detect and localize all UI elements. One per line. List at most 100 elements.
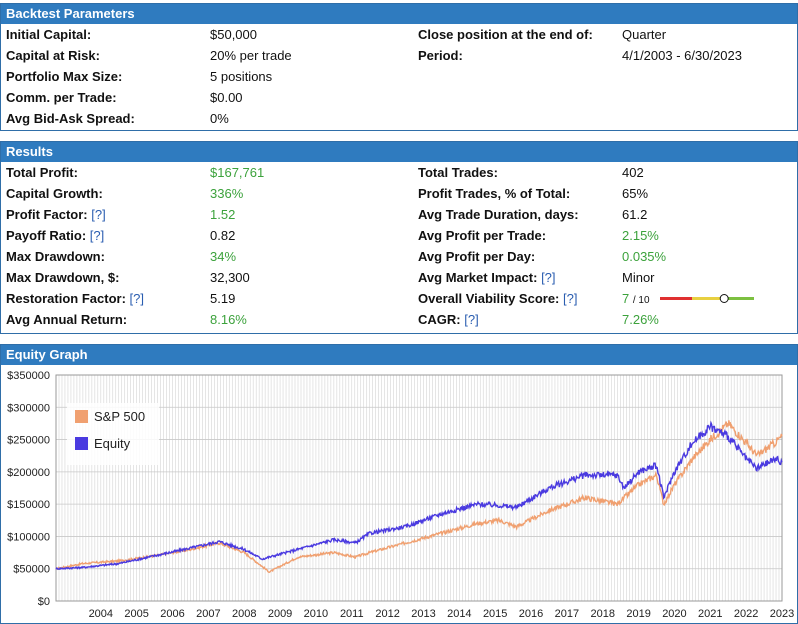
x-tick-label: 2008: [232, 608, 256, 620]
x-tick-label: 2005: [124, 608, 148, 620]
metric-label-cagr: CAGR: [?]: [418, 312, 479, 327]
metric-value-total-trades: 402: [622, 165, 644, 180]
metric-label-total-trades: Total Trades:: [418, 165, 498, 180]
metric-value-payoff-ratio: 0.82: [210, 228, 236, 243]
series-line-s-p-500: [55, 420, 783, 574]
x-tick-label: 2011: [340, 608, 364, 620]
metric-value-restoration-factor: 5.19: [210, 291, 236, 306]
help-link[interactable]: [?]: [563, 291, 578, 306]
param-label-capital-at-risk: Capital at Risk:: [6, 48, 100, 63]
metric-row: Capital Growth: 336% Profit Trades, % of T…: [1, 183, 797, 204]
param-row: Portfolio Max Size: 5 positions: [1, 66, 797, 87]
x-tick-label: 2022: [734, 608, 758, 620]
param-label-portfolio-max-size: Portfolio Max Size:: [6, 69, 123, 84]
param-value-close-position-at-the-end-of: Quarter: [622, 27, 667, 42]
help-link[interactable]: [?]: [464, 312, 479, 327]
y-tick-label: $350000: [7, 370, 50, 382]
metric-value-avg-market-impact: Minor: [622, 270, 655, 285]
y-tick-label: $100000: [7, 531, 50, 543]
metric-value-max-drawdown: 34%: [210, 249, 237, 264]
x-tick-label: 2012: [375, 608, 399, 620]
param-value-portfolio-max-size: 5 positions: [210, 69, 273, 84]
backtest-parameters-panel: Backtest Parameters Initial Capital: $50,…: [0, 3, 798, 131]
metric-label-avg-annual-return: Avg Annual Return:: [6, 312, 128, 327]
help-link[interactable]: [?]: [89, 228, 105, 243]
param-label-period: Period:: [418, 48, 463, 63]
x-tick-label: 2021: [698, 608, 722, 620]
metric-row: Profit Factor: [?] 1.52 Avg Trade Duration…: [1, 204, 797, 225]
param-row: Avg Bid-Ask Spread: 0%: [1, 108, 797, 129]
x-tick-label: 2010: [304, 608, 328, 620]
metric-label-capital-growth: Capital Growth:: [6, 186, 103, 201]
metric-value-profit-factor: 1.52: [210, 207, 236, 222]
equity-graph-panel: Equity Graph $0 $50000 $100000 $150000 $2000…: [0, 344, 798, 624]
metric-row: Max Drawdown: 34% Avg Profit per Day: 0.035…: [1, 246, 797, 267]
y-tick-label: $300000: [7, 402, 50, 414]
legend-label-s-p-500: S&P 500: [94, 409, 145, 424]
metric-value-overall-viability-score: 7 / 10: [622, 291, 650, 306]
panel-title: Equity Graph: [1, 345, 797, 365]
y-tick-label: $200000: [7, 467, 50, 479]
metric-row: Max Drawdown, $: 32,300 Avg Market Impact:…: [1, 267, 797, 288]
x-tick-label: 2014: [447, 608, 471, 620]
metric-label-profit-factor: Profit Factor: [?]: [6, 207, 106, 222]
metric-label-profit-trades-of-total: Profit Trades, % of Total:: [418, 186, 571, 201]
chart-legend: S&P 500 Equity: [67, 403, 159, 465]
y-tick-label: $150000: [7, 499, 50, 511]
panel-title: Backtest Parameters: [1, 4, 797, 24]
metric-value-avg-annual-return: 8.16%: [210, 312, 247, 327]
gauge-marker: [719, 294, 729, 303]
series-line-equity: [55, 420, 783, 571]
param-row: Capital at Risk: 20% per trade Period: 4/1/…: [1, 45, 797, 66]
metric-label-payoff-ratio: Payoff Ratio: [?]: [6, 228, 105, 243]
results-panel: Results Total Profit: $167,761 Total Trade…: [0, 141, 798, 334]
legend-swatch-s-p-500: [75, 410, 88, 423]
metric-value-max-drawdown: 32,300: [210, 270, 250, 285]
x-tick-label: 2016: [519, 608, 543, 620]
panel-title: Results: [1, 142, 797, 162]
x-tick-label: 2013: [411, 608, 435, 620]
y-tick-label: $50000: [13, 564, 50, 576]
metric-label-max-drawdown: Max Drawdown, $:: [6, 270, 120, 285]
help-link[interactable]: [?]: [91, 207, 106, 222]
param-label-avg-bid-ask-spread: Avg Bid-Ask Spread:: [6, 111, 135, 126]
legend-swatch-equity: [75, 437, 88, 450]
x-tick-label: 2020: [662, 608, 686, 620]
param-label-close-position-at-the-end-of: Close position at the end of:: [418, 27, 593, 42]
metric-value-profit-trades-of-total: 65%: [622, 186, 649, 201]
param-value-avg-bid-ask-spread: 0%: [210, 111, 229, 126]
param-label-initial-capital: Initial Capital:: [6, 27, 92, 42]
param-value-capital-at-risk: 20% per trade: [210, 48, 292, 63]
metric-row: Avg Annual Return: 8.16% CAGR: [?] 7.26%: [1, 309, 797, 330]
param-value-initial-capital: $50,000: [210, 27, 257, 42]
metric-label-max-drawdown: Max Drawdown:: [6, 249, 105, 264]
x-tick-label: 2004: [89, 608, 113, 620]
x-tick-label: 2017: [555, 608, 579, 620]
param-label-comm-per-trade: Comm. per Trade:: [6, 90, 117, 105]
param-value-period: 4/1/2003 - 6/30/2023: [622, 48, 742, 63]
x-tick-label: 2015: [483, 608, 507, 620]
plot-area: [55, 374, 783, 602]
param-row: Initial Capital: $50,000 Close position at…: [1, 24, 797, 45]
x-tick-label: 2007: [196, 608, 220, 620]
metric-row: Payoff Ratio: [?] 0.82 Avg Profit per Trad…: [1, 225, 797, 246]
metric-value-capital-growth: 336%: [210, 186, 244, 201]
x-tick-label: 2009: [268, 608, 292, 620]
metric-row: Restoration Factor: [?] 5.19 Overall Viabi…: [1, 288, 797, 309]
help-link[interactable]: [?]: [129, 291, 144, 306]
param-value-comm-per-trade: $0.00: [210, 90, 243, 105]
metric-label-overall-viability-score: Overall Viability Score: [?]: [418, 291, 578, 306]
equity-chart: $0 $50000 $100000 $150000 $200000 $250000 $300…: [7, 370, 794, 620]
metric-label-avg-profit-per-day: Avg Profit per Day:: [418, 249, 536, 264]
metric-value-total-profit: $167,761: [210, 165, 265, 180]
metric-label-avg-trade-duration-days: Avg Trade Duration, days:: [418, 207, 579, 222]
legend-label-equity: Equity: [94, 436, 131, 451]
metric-label-avg-profit-per-trade: Avg Profit per Trade:: [418, 228, 547, 243]
viability-gauge: [660, 294, 754, 303]
metric-value-avg-trade-duration-days: 61.2: [622, 207, 648, 222]
metric-label-restoration-factor: Restoration Factor: [?]: [6, 291, 144, 306]
x-tick-label: 2018: [590, 608, 614, 620]
metric-label-total-profit: Total Profit:: [6, 165, 78, 180]
y-tick-label: $0: [38, 596, 50, 608]
help-link[interactable]: [?]: [541, 270, 556, 285]
